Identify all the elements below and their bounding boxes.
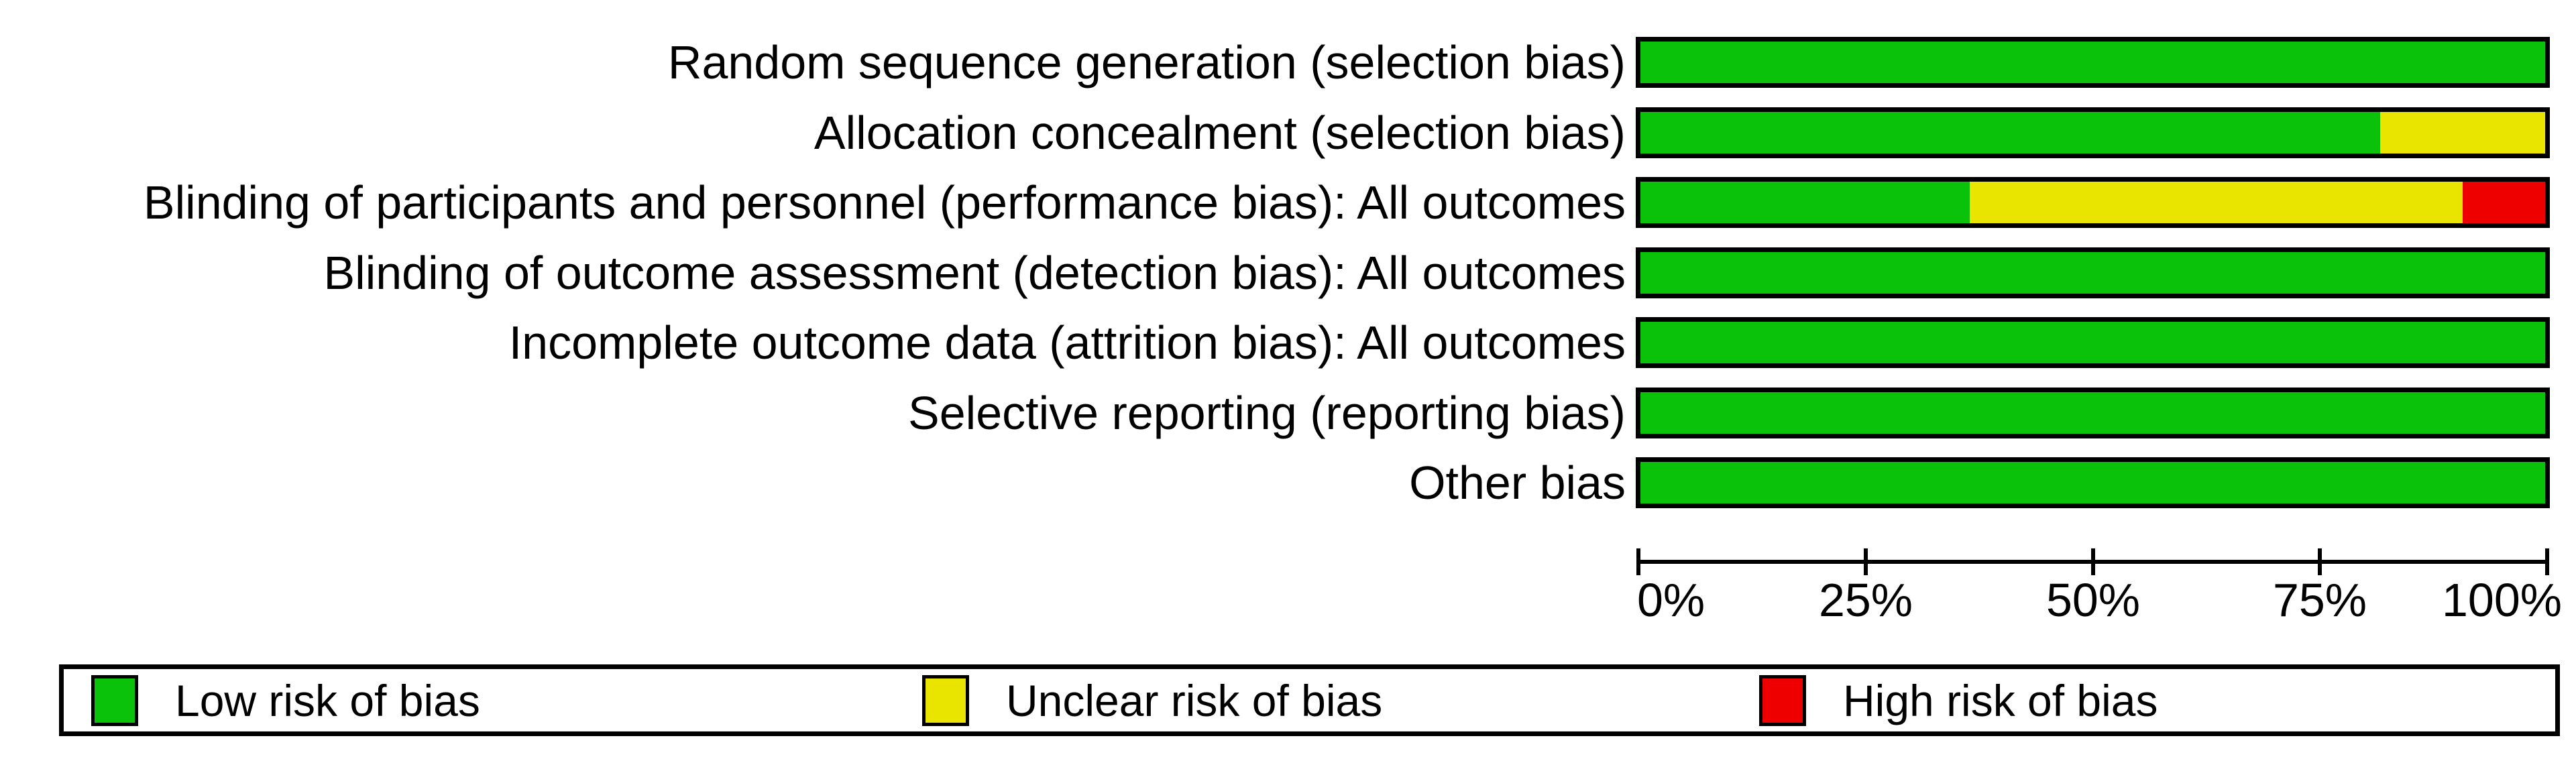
segment-high-risk [2463,182,2545,223]
legend-swatch-low-risk [91,674,138,726]
bias-domain-label: Blinding of participants and personnel (… [143,176,1626,229]
bias-domain-label: Selective reporting (reporting bias) [908,387,1626,439]
axis-tick [2545,548,2549,575]
segment-low-risk [1640,252,2545,294]
axis-tick-label: 50% [2046,574,2141,626]
bias-domain-label: Allocation concealment (selection bias) [814,107,1626,159]
legend-swatch-unclear-risk [922,674,969,726]
stacked-bar [1636,388,2550,438]
bias-domain-label: Random sequence generation (selection bi… [667,36,1626,88]
stacked-bar [1636,107,2550,158]
axis-tick-label: 25% [1818,574,1913,626]
segment-unclear-risk [2380,112,2545,154]
stacked-bar [1636,177,2550,228]
axis-tick [1864,548,1868,575]
axis-tick-label: 75% [2272,574,2367,626]
segment-unclear-risk [1970,182,2463,223]
segment-low-risk [1640,392,2545,434]
segment-low-risk [1640,112,2381,154]
axis-tick [2091,548,2095,575]
segment-low-risk [1640,462,2545,503]
legend-item: Low risk of bias [91,669,480,731]
stacked-bar [1636,247,2550,298]
legend-swatch-high-risk [1759,674,1806,726]
bias-domain-label: Incomplete outcome data (attrition bias)… [508,316,1626,369]
legend-item: High risk of bias [1759,669,2158,731]
segment-low-risk [1640,322,2545,363]
bias-domain-label: Blinding of outcome assessment (detectio… [323,247,1626,299]
axis-tick-label: 0% [1637,574,1705,626]
stacked-bar [1636,457,2550,508]
stacked-bar [1636,37,2550,88]
legend: Low risk of bias Unclear risk of bias High… [59,664,2560,736]
axis-tick [2318,548,2322,575]
bias-domain-label: Other bias [1409,457,1626,509]
legend-label: Low risk of bias [175,675,480,725]
segment-low-risk [1640,42,2545,83]
legend-item: Unclear risk of bias [922,669,1382,731]
axis-tick-label: 100% [2441,574,2562,626]
legend-label: High risk of bias [1843,675,2158,725]
segment-low-risk [1640,182,1970,223]
stacked-bar [1636,317,2550,368]
axis-tick [1636,548,1640,575]
legend-label: Unclear risk of bias [1006,675,1383,725]
